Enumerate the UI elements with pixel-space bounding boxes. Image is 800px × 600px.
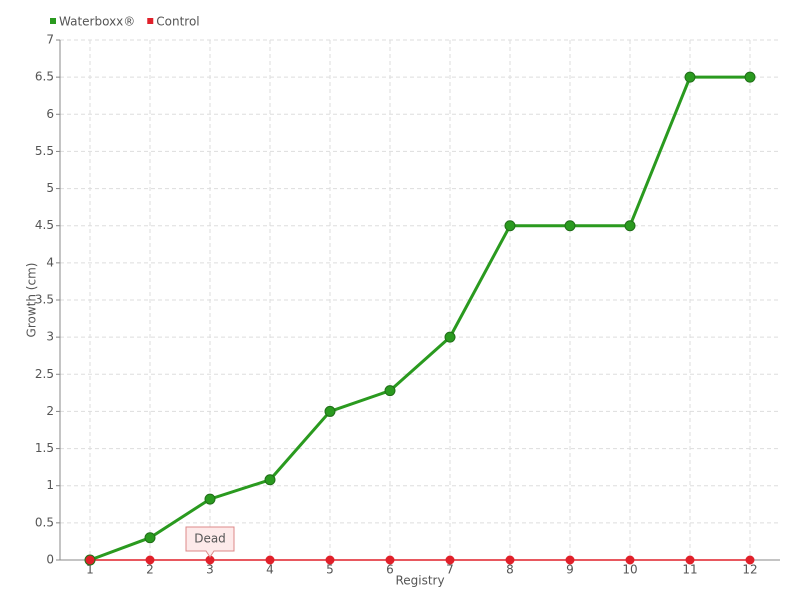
x-tick-label: 5 xyxy=(326,563,334,577)
data-point xyxy=(145,555,155,565)
data-point xyxy=(265,555,275,565)
y-axis-label: Growth (cm) xyxy=(25,263,39,338)
x-tick-label: 3 xyxy=(206,563,214,577)
y-tick-label: 3.5 xyxy=(35,293,54,307)
data-point xyxy=(565,555,575,565)
data-point xyxy=(144,532,156,544)
x-axis-label: Registry xyxy=(395,574,444,588)
y-tick-label: 4 xyxy=(46,255,54,269)
x-tick-label: 4 xyxy=(266,563,274,577)
series-line xyxy=(89,75,750,562)
data-point xyxy=(685,555,695,565)
data-point xyxy=(564,220,576,232)
annotation-box xyxy=(185,526,235,558)
y-tick-label: 3 xyxy=(46,330,54,344)
data-point xyxy=(625,555,635,565)
legend-swatch xyxy=(50,18,56,24)
data-point xyxy=(745,555,755,565)
data-point xyxy=(624,220,636,232)
y-tick-label: 6 xyxy=(46,107,54,121)
data-point xyxy=(744,71,756,83)
x-tick-label: 8 xyxy=(506,563,514,577)
y-tick-label: 0 xyxy=(46,553,54,567)
data-point xyxy=(385,555,395,565)
x-tick-label: 6 xyxy=(386,563,394,577)
data-point xyxy=(445,555,455,565)
data-point xyxy=(325,555,335,565)
legend-swatch xyxy=(147,18,154,24)
x-tick-label: 1 xyxy=(86,563,94,577)
y-tick-label: 1.5 xyxy=(35,441,54,455)
y-tick-label: 7 xyxy=(46,33,54,47)
data-point xyxy=(324,405,336,417)
data-point xyxy=(504,220,516,232)
legend-label: Waterboxx® xyxy=(59,15,135,29)
x-tick-label: 2 xyxy=(146,563,154,577)
y-tick-label: 4.5 xyxy=(35,218,54,232)
data-point xyxy=(384,385,396,397)
y-tick-label: 2.5 xyxy=(35,367,54,381)
data-point xyxy=(264,474,276,486)
x-tick-label: 10 xyxy=(622,563,637,577)
y-tick-label: 5.5 xyxy=(35,144,54,158)
legend-label: Control xyxy=(156,15,199,29)
annotation-text: Dead xyxy=(194,532,226,546)
data-point xyxy=(444,331,456,343)
x-tick-label: 11 xyxy=(682,563,697,577)
y-tick-label: 5 xyxy=(46,181,54,195)
y-tick-label: 6.5 xyxy=(35,70,54,84)
data-point xyxy=(684,71,696,83)
x-tick-label: 7 xyxy=(446,563,454,577)
y-tick-label: 1 xyxy=(46,478,54,492)
x-tick-label: 9 xyxy=(566,563,574,577)
x-tick-label: 12 xyxy=(742,563,757,577)
data-point xyxy=(204,493,216,505)
annotation: Dead xyxy=(185,526,235,558)
data-point xyxy=(85,555,95,565)
y-tick-label: 2 xyxy=(46,404,54,418)
data-point xyxy=(505,555,515,565)
y-tick-label: 0.5 xyxy=(35,515,54,529)
